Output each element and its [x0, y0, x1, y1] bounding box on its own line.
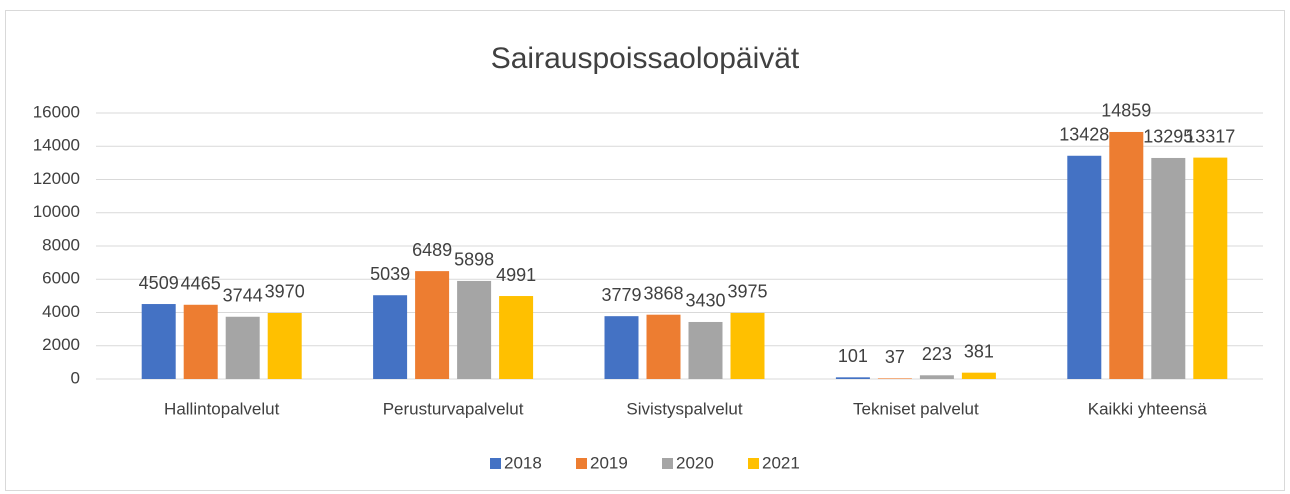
y-tick-label: 0 [71, 368, 80, 387]
bar [225, 316, 260, 379]
y-tick-label: 8000 [42, 235, 80, 254]
bar [1151, 157, 1186, 379]
data-label: 223 [922, 344, 952, 364]
y-tick-label: 6000 [42, 269, 80, 288]
legend-swatch [490, 458, 501, 469]
legend-swatch [576, 458, 587, 469]
bar [646, 314, 681, 379]
bar [499, 296, 534, 379]
bar [267, 312, 302, 379]
bar [1109, 131, 1144, 379]
bar [835, 377, 870, 379]
data-label: 3975 [727, 282, 767, 302]
data-label: 13428 [1059, 125, 1109, 145]
data-label: 381 [964, 341, 994, 361]
y-tick-label: 4000 [42, 302, 80, 321]
bar [961, 372, 996, 379]
bar [1067, 155, 1102, 379]
bar [1193, 157, 1228, 379]
data-label: 3430 [685, 291, 725, 311]
legend-label: 2019 [590, 453, 628, 472]
x-tick-label: Hallintopalvelut [164, 399, 280, 418]
bar [730, 312, 765, 379]
data-label: 5898 [454, 250, 494, 270]
data-label: 5039 [370, 264, 410, 284]
x-tick-label: Tekniset palvelut [853, 399, 979, 418]
bar [183, 304, 218, 379]
bar [373, 295, 408, 379]
bar [457, 280, 492, 379]
data-label: 4509 [139, 273, 179, 293]
legend-label: 2018 [504, 453, 542, 472]
data-label: 4465 [181, 274, 221, 294]
y-tick-label: 16000 [33, 102, 80, 121]
data-label: 14859 [1101, 101, 1151, 121]
data-label: 3868 [643, 283, 683, 303]
x-tick-label: Sivistyspalvelut [626, 399, 742, 418]
bar [604, 316, 639, 379]
y-tick-label: 10000 [33, 202, 80, 221]
data-label: 3970 [265, 282, 305, 302]
legend-swatch [662, 458, 673, 469]
bar [141, 304, 176, 379]
legend-label: 2020 [676, 453, 714, 472]
bar [877, 378, 912, 379]
bar [919, 375, 954, 379]
bar [415, 271, 450, 379]
data-label: 3744 [223, 286, 263, 306]
legend-label: 2021 [762, 453, 800, 472]
x-tick-label: Kaikki yhteensä [1088, 399, 1208, 418]
data-label: 4991 [496, 265, 536, 285]
y-tick-label: 2000 [42, 335, 80, 354]
data-label: 37 [885, 347, 905, 367]
y-tick-label: 12000 [33, 169, 80, 188]
chart-title: Sairauspoissaolopäivät [491, 42, 800, 75]
bar [688, 321, 723, 379]
y-tick-label: 14000 [33, 136, 80, 155]
data-label: 6489 [412, 240, 452, 260]
x-tick-label: Perusturvapalvelut [383, 399, 524, 418]
data-label: 101 [838, 346, 868, 366]
data-label: 3779 [601, 285, 641, 305]
data-label: 13317 [1185, 126, 1235, 146]
legend-swatch [748, 458, 759, 469]
data-label: 13295 [1143, 127, 1193, 147]
